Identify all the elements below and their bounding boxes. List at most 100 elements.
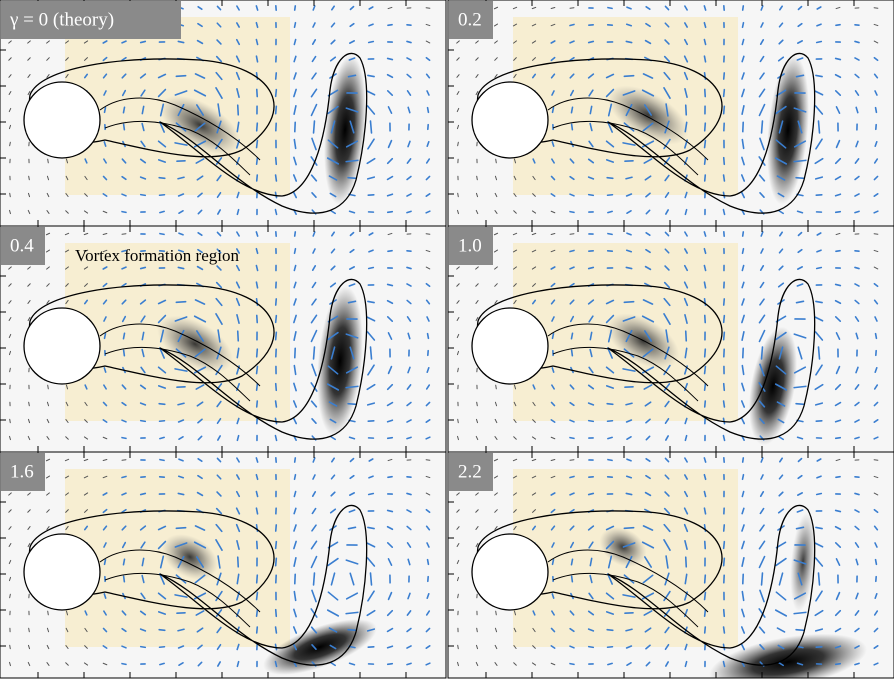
velocity-arrow <box>236 556 240 568</box>
velocity-arrow <box>140 541 146 549</box>
velocity-arrow <box>587 610 595 616</box>
velocity-arrow <box>605 314 615 324</box>
panel-border <box>0 451 447 679</box>
velocity-arrow <box>741 231 745 237</box>
velocity-arrow <box>873 610 879 616</box>
velocity-arrow <box>778 474 784 480</box>
velocity-arrow <box>663 297 671 307</box>
panel: 0.4 Vortex formation region <box>0 225 447 453</box>
velocity-arrow <box>8 509 12 513</box>
velocity-arrow <box>569 266 575 270</box>
velocity-arrow <box>835 23 841 27</box>
velocity-arrow <box>406 419 412 423</box>
velocity-arrow <box>194 348 206 358</box>
velocity-arrow <box>425 23 431 27</box>
velocity-arrow <box>193 541 207 549</box>
velocity-arrow <box>645 418 651 424</box>
velocity-arrow <box>121 158 127 164</box>
velocity-arrow <box>644 330 652 342</box>
velocity-arrow <box>293 88 297 98</box>
velocity-arrow <box>513 436 517 440</box>
velocity-arrow <box>102 436 108 440</box>
velocity-arrow <box>102 645 108 649</box>
velocity-arrow <box>551 593 555 599</box>
velocity-arrow <box>216 572 222 586</box>
velocity-arrow <box>406 384 412 390</box>
velocity-arrow <box>873 40 879 44</box>
velocity-arrow <box>815 138 823 150</box>
velocity-arrow <box>425 384 431 390</box>
velocity-arrow <box>873 56 879 62</box>
velocity-arrow <box>236 22 240 28</box>
velocity-arrow <box>625 628 633 632</box>
panel-label: γ = 0 (theory) <box>9 9 114 30</box>
velocity-arrow <box>642 348 654 358</box>
velocity-arrow <box>311 281 317 289</box>
velocity-arrow <box>197 248 203 254</box>
velocity-arrow <box>683 55 689 63</box>
velocity-arrow <box>587 40 595 44</box>
velocity-arrow <box>293 457 297 463</box>
velocity-arrow <box>760 231 764 237</box>
velocity-arrow <box>513 492 517 496</box>
velocity-arrow <box>776 401 786 407</box>
velocity-arrow <box>551 384 555 390</box>
velocity-arrow <box>140 315 146 323</box>
velocity-arrow <box>683 523 689 533</box>
velocity-arrow <box>570 575 574 583</box>
panel: 1.0 <box>447 225 894 453</box>
velocity-arrow <box>684 191 688 199</box>
velocity-arrow <box>703 626 707 634</box>
velocity-arrow <box>551 90 555 96</box>
velocity-arrow <box>84 57 88 61</box>
velocity-arrow <box>494 436 498 440</box>
velocity-arrow <box>121 266 127 270</box>
vorticity-blob <box>606 313 680 369</box>
velocity-arrow <box>216 5 222 11</box>
velocity-arrow <box>854 193 860 197</box>
velocity-arrow <box>457 192 459 198</box>
velocity-arrow <box>817 120 821 134</box>
velocity-arrow <box>83 266 89 270</box>
velocity-arrow <box>27 192 31 198</box>
velocity-arrow <box>311 491 317 497</box>
velocity-arrow <box>777 282 785 288</box>
velocity-arrow <box>664 248 670 254</box>
velocity-arrow <box>310 540 318 550</box>
velocity-arrow <box>121 508 127 514</box>
velocity-arrow <box>605 385 615 389</box>
velocity-arrow <box>665 435 669 441</box>
velocity-arrow <box>550 249 556 253</box>
velocity-arrow <box>293 72 297 80</box>
velocity-arrow <box>406 73 412 79</box>
velocity-arrow <box>349 5 355 11</box>
velocity-arrow <box>255 38 259 46</box>
velocity-arrow <box>625 492 633 496</box>
velocity-arrow <box>387 557 393 567</box>
velocity-arrow <box>873 401 879 407</box>
velocity-arrow <box>140 140 146 148</box>
velocity-arrow <box>741 608 745 618</box>
velocity-arrow <box>347 74 357 78</box>
velocity-arrow <box>795 74 805 78</box>
velocity-arrow <box>795 176 805 180</box>
velocity-arrow <box>493 232 499 236</box>
velocity-arrow <box>759 507 765 515</box>
velocity-arrow <box>550 299 556 305</box>
velocity-arrow <box>606 176 614 180</box>
velocity-arrow <box>475 209 479 215</box>
velocity-arrow <box>663 590 671 602</box>
velocity-arrow <box>513 645 517 649</box>
velocity-arrow <box>494 492 498 496</box>
velocity-arrow <box>347 300 357 304</box>
velocity-arrow <box>235 38 241 46</box>
velocity-arrow <box>426 542 430 548</box>
velocity-arrow <box>157 140 167 148</box>
velocity-arrow <box>330 209 336 215</box>
velocity-arrow <box>722 156 726 166</box>
velocity-arrow <box>367 138 375 150</box>
velocity-arrow <box>426 592 430 600</box>
velocity-arrow <box>532 57 536 61</box>
velocity-arrow <box>310 608 318 618</box>
